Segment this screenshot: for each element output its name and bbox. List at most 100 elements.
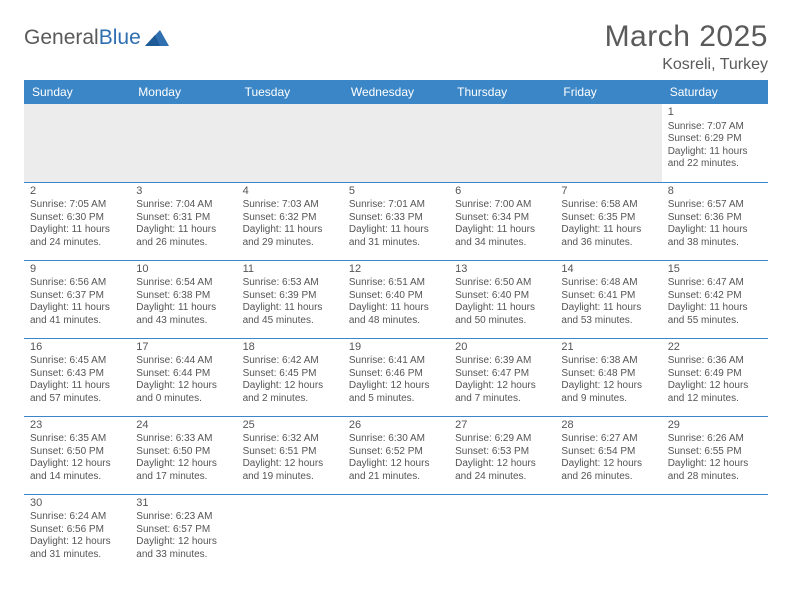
day-number: 19 [349,341,443,355]
daylight-text: Daylight: 12 hours [561,380,655,393]
day-number: 10 [136,263,230,277]
calendar-week-row: 2Sunrise: 7:05 AMSunset: 6:30 PMDaylight… [24,182,768,260]
daylight-text: and 19 minutes. [243,471,337,484]
daylight-text: and 31 minutes. [349,237,443,250]
sunrise-text: Sunrise: 7:07 AM [668,121,762,134]
calendar-cell: 12Sunrise: 6:51 AMSunset: 6:40 PMDayligh… [343,260,449,338]
sunrise-text: Sunrise: 6:32 AM [243,433,337,446]
sunrise-text: Sunrise: 6:50 AM [455,277,549,290]
day-number: 26 [349,419,443,433]
sunset-text: Sunset: 6:37 PM [30,290,124,303]
daylight-text: Daylight: 12 hours [349,458,443,471]
daylight-text: and 0 minutes. [136,393,230,406]
weekday-header: Friday [555,80,661,104]
day-number: 1 [668,106,762,120]
sunset-text: Sunset: 6:35 PM [561,212,655,225]
calendar-cell: 26Sunrise: 6:30 AMSunset: 6:52 PMDayligh… [343,416,449,494]
day-number: 25 [243,419,337,433]
calendar-cell: 28Sunrise: 6:27 AMSunset: 6:54 PMDayligh… [555,416,661,494]
daylight-text: Daylight: 12 hours [30,536,124,549]
calendar-cell: 30Sunrise: 6:24 AMSunset: 6:56 PMDayligh… [24,494,130,580]
sunrise-text: Sunrise: 6:35 AM [30,433,124,446]
sunrise-text: Sunrise: 7:04 AM [136,199,230,212]
sunrise-text: Sunrise: 6:27 AM [561,433,655,446]
sunrise-text: Sunrise: 7:01 AM [349,199,443,212]
day-number: 16 [30,341,124,355]
sunset-text: Sunset: 6:42 PM [668,290,762,303]
sunrise-text: Sunrise: 6:30 AM [349,433,443,446]
day-number: 28 [561,419,655,433]
logo-triangle-icon [145,28,169,46]
daylight-text: Daylight: 11 hours [243,224,337,237]
daylight-text: Daylight: 11 hours [136,224,230,237]
daylight-text: and 24 minutes. [30,237,124,250]
calendar-cell [449,494,555,580]
day-number: 29 [668,419,762,433]
daylight-text: and 17 minutes. [136,471,230,484]
sunset-text: Sunset: 6:44 PM [136,368,230,381]
day-number: 17 [136,341,230,355]
weekday-header: Sunday [24,80,130,104]
weekday-header: Saturday [662,80,768,104]
calendar-cell: 16Sunrise: 6:45 AMSunset: 6:43 PMDayligh… [24,338,130,416]
sunset-text: Sunset: 6:40 PM [455,290,549,303]
daylight-text: Daylight: 12 hours [136,458,230,471]
daylight-text: Daylight: 12 hours [455,458,549,471]
calendar-cell [237,494,343,580]
daylight-text: Daylight: 11 hours [30,224,124,237]
sunset-text: Sunset: 6:45 PM [243,368,337,381]
day-number: 11 [243,263,337,277]
day-number: 9 [30,263,124,277]
day-number: 5 [349,185,443,199]
sunset-text: Sunset: 6:50 PM [136,446,230,459]
calendar-cell [237,104,343,182]
daylight-text: and 7 minutes. [455,393,549,406]
daylight-text: and 24 minutes. [455,471,549,484]
daylight-text: and 38 minutes. [668,237,762,250]
calendar-cell: 10Sunrise: 6:54 AMSunset: 6:38 PMDayligh… [130,260,236,338]
calendar-cell: 3Sunrise: 7:04 AMSunset: 6:31 PMDaylight… [130,182,236,260]
daylight-text: Daylight: 12 hours [455,380,549,393]
calendar-week-row: 23Sunrise: 6:35 AMSunset: 6:50 PMDayligh… [24,416,768,494]
sunset-text: Sunset: 6:32 PM [243,212,337,225]
weekday-header: Monday [130,80,236,104]
day-number: 22 [668,341,762,355]
calendar-cell [662,494,768,580]
daylight-text: and 29 minutes. [243,237,337,250]
logo-text-a: General [24,26,99,50]
daylight-text: Daylight: 11 hours [455,224,549,237]
sunrise-text: Sunrise: 6:57 AM [668,199,762,212]
day-number: 2 [30,185,124,199]
daylight-text: and 33 minutes. [136,549,230,562]
sunset-text: Sunset: 6:50 PM [30,446,124,459]
sunrise-text: Sunrise: 6:29 AM [455,433,549,446]
daylight-text: and 31 minutes. [30,549,124,562]
sunrise-text: Sunrise: 6:47 AM [668,277,762,290]
weekday-header: Wednesday [343,80,449,104]
sunset-text: Sunset: 6:29 PM [668,133,762,146]
calendar-cell: 31Sunrise: 6:23 AMSunset: 6:57 PMDayligh… [130,494,236,580]
daylight-text: Daylight: 12 hours [136,536,230,549]
calendar-cell: 13Sunrise: 6:50 AMSunset: 6:40 PMDayligh… [449,260,555,338]
daylight-text: and 14 minutes. [30,471,124,484]
day-number: 14 [561,263,655,277]
daylight-text: Daylight: 11 hours [561,224,655,237]
daylight-text: Daylight: 12 hours [136,380,230,393]
sunrise-text: Sunrise: 6:58 AM [561,199,655,212]
day-number: 3 [136,185,230,199]
daylight-text: and 45 minutes. [243,315,337,328]
calendar-cell: 11Sunrise: 6:53 AMSunset: 6:39 PMDayligh… [237,260,343,338]
calendar-week-row: 30Sunrise: 6:24 AMSunset: 6:56 PMDayligh… [24,494,768,580]
sunset-text: Sunset: 6:55 PM [668,446,762,459]
calendar-cell: 24Sunrise: 6:33 AMSunset: 6:50 PMDayligh… [130,416,236,494]
sunset-text: Sunset: 6:53 PM [455,446,549,459]
calendar-cell: 22Sunrise: 6:36 AMSunset: 6:49 PMDayligh… [662,338,768,416]
daylight-text: and 50 minutes. [455,315,549,328]
sunset-text: Sunset: 6:30 PM [30,212,124,225]
month-title: March 2025 [605,20,768,54]
location: Kosreli, Turkey [605,56,768,74]
daylight-text: Daylight: 11 hours [561,302,655,315]
daylight-text: and 55 minutes. [668,315,762,328]
sunrise-text: Sunrise: 6:56 AM [30,277,124,290]
sunset-text: Sunset: 6:40 PM [349,290,443,303]
